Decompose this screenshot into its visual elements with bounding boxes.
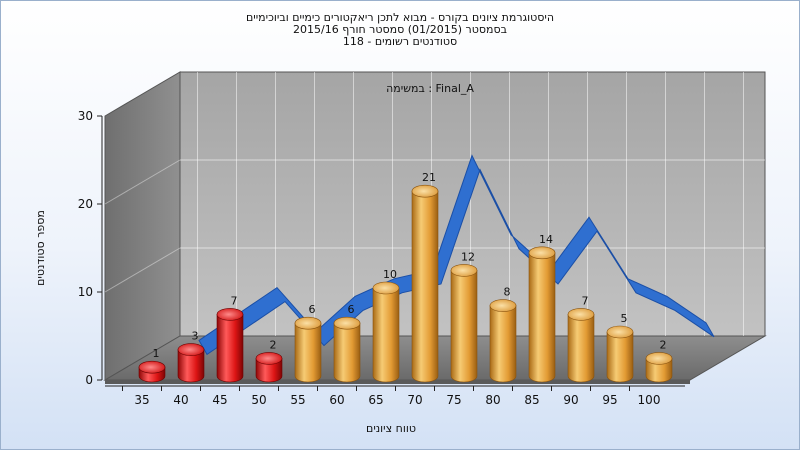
x-tick-label: 50: [251, 393, 266, 407]
data-label: 10: [383, 268, 397, 281]
bar-top: [333, 316, 361, 330]
bar: [372, 281, 400, 383]
bar: [528, 246, 556, 383]
gridline-side: [104, 159, 181, 205]
x-tick-label: 95: [602, 393, 617, 407]
gridline-side: [104, 247, 181, 293]
bar: [216, 308, 244, 383]
data-label: 14: [539, 233, 553, 246]
chart-title-line-2: בסמסטר (01/2015) סמסטר חורף 2015/16: [293, 23, 507, 36]
data-label: 5: [621, 312, 628, 325]
bar-top: [411, 184, 439, 198]
bar-body: [411, 190, 439, 383]
chart-annotation: במשימה : Final_A: [386, 82, 474, 95]
bar-top: [567, 308, 595, 321]
y-tick-label: 0: [85, 373, 93, 387]
bar: [450, 264, 478, 383]
gridlines: [104, 72, 765, 336]
y-tick-label: 10: [78, 285, 93, 299]
x-tick-label: 60: [329, 393, 344, 407]
bar-body: [567, 314, 595, 383]
bar-body: [528, 252, 556, 383]
bar-top: [528, 246, 556, 260]
bar-body: [645, 358, 673, 383]
bar-top: [450, 264, 478, 277]
bar-body: [606, 331, 634, 383]
data-label: 6: [348, 303, 355, 316]
bar: [138, 360, 166, 383]
y-tick-label: 20: [78, 197, 93, 211]
data-label: 12: [461, 250, 475, 263]
bar: [606, 325, 634, 383]
bar-top: [294, 316, 322, 330]
bar-top: [255, 352, 283, 365]
bar: [255, 352, 283, 383]
data-label: 6: [309, 303, 316, 316]
x-tick-label: 90: [563, 393, 578, 407]
bar-body: [450, 270, 478, 383]
x-tick-label: 100: [638, 393, 661, 407]
data-label: 7: [582, 294, 589, 307]
chart-title-line-1: היסטוגרמת ציונים בקורס - מבוא לתכן ריאקט…: [245, 11, 555, 24]
bar-body: [177, 349, 205, 383]
bar: [333, 316, 361, 383]
chart-title-line-3: סטודנטים רשומים - 118: [342, 35, 458, 48]
data-label: 3: [192, 330, 199, 343]
bar: [177, 343, 205, 383]
x-tick-label: 65: [368, 393, 383, 407]
x-tick-label: 40: [173, 393, 188, 407]
x-tick-label: 85: [524, 393, 539, 407]
bar: [411, 184, 439, 383]
bar: [489, 299, 517, 383]
x-tick-label: 55: [290, 393, 305, 407]
x-tick-label: 70: [407, 393, 422, 407]
data-label: 1: [153, 347, 160, 360]
bar-body: [333, 322, 361, 383]
bar-top: [606, 325, 634, 339]
bar-top: [489, 299, 517, 312]
data-label: 7: [231, 294, 238, 307]
x-axis-label: טווח ציונים: [366, 422, 416, 435]
x-tick-label: 80: [485, 393, 500, 407]
data-label: 2: [270, 338, 277, 351]
data-label: 21: [422, 171, 436, 184]
bar: [645, 352, 673, 383]
bar-top: [177, 343, 205, 356]
bar: [294, 316, 322, 383]
bar-body: [372, 287, 400, 383]
bar: [567, 308, 595, 383]
bar-top: [372, 281, 400, 295]
bar-body: [216, 314, 244, 383]
x-tick-label: 35: [134, 393, 149, 407]
bar-top: [216, 308, 244, 321]
y-tick-label: 30: [78, 109, 93, 123]
x-tick-label: 75: [446, 393, 461, 407]
data-label: 8: [504, 286, 511, 299]
bar-body: [255, 358, 283, 383]
bar-body: [489, 305, 517, 383]
bar-top: [138, 360, 166, 374]
chart-side-wall: [104, 71, 181, 381]
x-tick-label: 45: [212, 393, 227, 407]
bar-body: [294, 322, 322, 383]
y-axis-label: מספר סטודנטים: [34, 210, 47, 286]
bars-group: 1 3 7 2 6 6 10 21 12 8 14 7 5 2: [138, 171, 673, 383]
bar-top: [645, 352, 673, 365]
data-label: 2: [660, 338, 667, 351]
